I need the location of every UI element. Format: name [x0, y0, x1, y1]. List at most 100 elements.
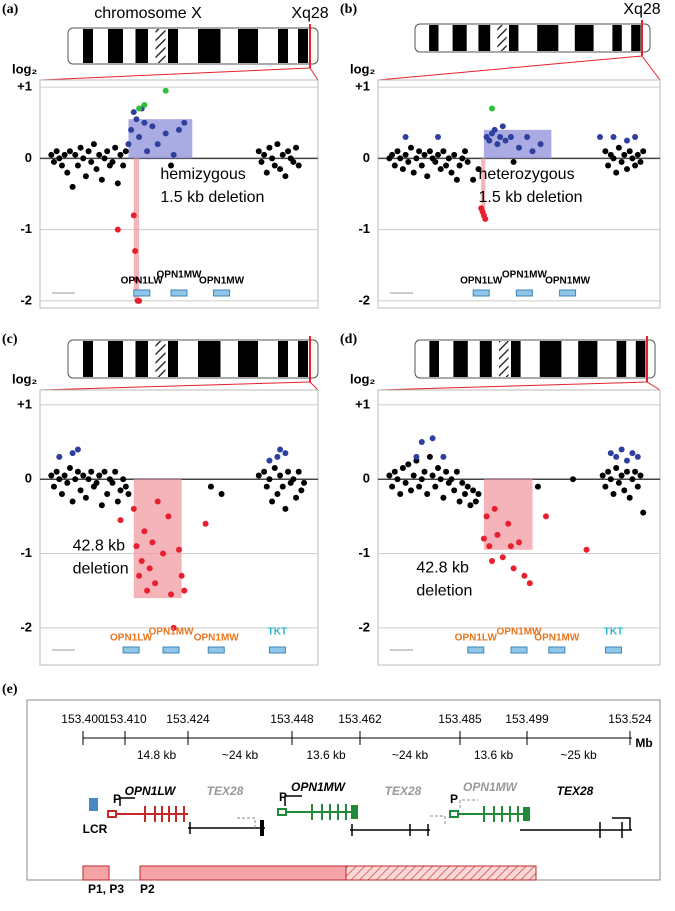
- point: [181, 119, 188, 126]
- deletion-bar-partial: [345, 865, 537, 881]
- gene-label: OPN1LW: [110, 633, 153, 644]
- ideogram-band: [135, 341, 148, 377]
- gene-label: TKT: [268, 627, 287, 638]
- point: [424, 173, 431, 180]
- point: [624, 166, 630, 173]
- interval-label: ~24 kb: [392, 748, 429, 762]
- point: [537, 141, 544, 148]
- panel-label: (e): [2, 682, 18, 697]
- ideogram-band: [83, 29, 93, 63]
- point: [114, 226, 121, 233]
- point: [402, 151, 409, 158]
- point: [451, 151, 458, 158]
- point: [470, 487, 477, 494]
- point: [632, 162, 639, 169]
- gene-label: TKT: [604, 627, 623, 638]
- annotation: deletion: [73, 560, 129, 577]
- zoom-line: [39, 381, 311, 391]
- y-tick-label: -1: [20, 545, 32, 560]
- point: [168, 162, 175, 169]
- point: [144, 587, 151, 594]
- point: [435, 134, 441, 140]
- interval-label: 14.8 kb: [137, 748, 177, 762]
- interval-label: 13.6 kb: [306, 748, 346, 762]
- opn1mw-gene: [277, 795, 530, 822]
- ideogram-band: [511, 341, 521, 377]
- gene-box: [515, 289, 533, 297]
- point: [394, 476, 401, 483]
- scale-label: 153.424: [166, 712, 210, 726]
- point: [56, 155, 63, 162]
- ideogram-band: [578, 341, 598, 377]
- gene-box: [559, 289, 577, 297]
- lcr-label: LCR: [83, 822, 108, 836]
- point: [491, 505, 498, 512]
- point: [418, 439, 425, 446]
- gene-label: OPN1LW: [460, 276, 503, 287]
- scatter-panel: (c)log₂+10-1-242.8 kbdeletionOPN1LWOPN1M…: [2, 332, 319, 666]
- point: [456, 498, 463, 505]
- point: [607, 476, 614, 483]
- point: [282, 505, 289, 512]
- promoter: P: [450, 792, 458, 806]
- point: [408, 487, 414, 494]
- point: [48, 472, 55, 479]
- chromosome-label: chromosome X: [94, 5, 202, 22]
- ideogram-band: [539, 341, 562, 377]
- point: [637, 472, 644, 479]
- point: [624, 137, 630, 144]
- gene-box: [467, 646, 485, 654]
- point: [489, 557, 495, 564]
- point: [101, 155, 108, 162]
- point: [74, 162, 81, 169]
- zoom-line: [309, 381, 319, 391]
- point: [53, 468, 60, 475]
- point: [534, 483, 541, 490]
- point: [632, 468, 639, 475]
- interval-label: 13.6 kb: [474, 748, 514, 762]
- point: [269, 498, 276, 505]
- point: [72, 476, 79, 483]
- point: [56, 453, 63, 460]
- point: [499, 554, 506, 561]
- point: [263, 169, 270, 176]
- point: [104, 491, 111, 498]
- zoom-line: [309, 67, 319, 81]
- point: [85, 148, 92, 155]
- point: [93, 479, 100, 486]
- gene-label: OPN1LW: [455, 633, 498, 644]
- point: [293, 494, 300, 501]
- point: [136, 134, 143, 140]
- point: [413, 155, 420, 162]
- point: [397, 491, 404, 498]
- point: [475, 166, 482, 173]
- point: [475, 491, 482, 498]
- point: [261, 468, 268, 475]
- point: [112, 144, 119, 151]
- point: [615, 144, 622, 151]
- ideogram-band: [298, 341, 308, 377]
- tex28-gene: [188, 817, 632, 838]
- y-tick-label: -1: [358, 545, 370, 560]
- point: [507, 543, 514, 550]
- y-tick-label: 0: [25, 150, 32, 165]
- point: [394, 148, 401, 155]
- gene-box: [472, 289, 490, 297]
- point: [472, 498, 479, 505]
- scatter-panel: (a) chromosome X Xq28 log₂ +1 0 -1 -2 hemizygous…: [2, 2, 329, 309]
- point: [64, 169, 71, 176]
- point: [507, 134, 514, 140]
- point: [293, 144, 300, 151]
- point: [583, 546, 590, 553]
- point: [629, 450, 636, 457]
- y-tick-label: -1: [358, 221, 370, 236]
- point: [426, 148, 433, 155]
- ideogram-band: [135, 29, 148, 63]
- point: [141, 119, 148, 126]
- scale-label: 153.448: [270, 712, 314, 726]
- point: [634, 483, 641, 490]
- point: [440, 453, 447, 460]
- point: [386, 472, 393, 479]
- deletion-bar: [82, 865, 110, 881]
